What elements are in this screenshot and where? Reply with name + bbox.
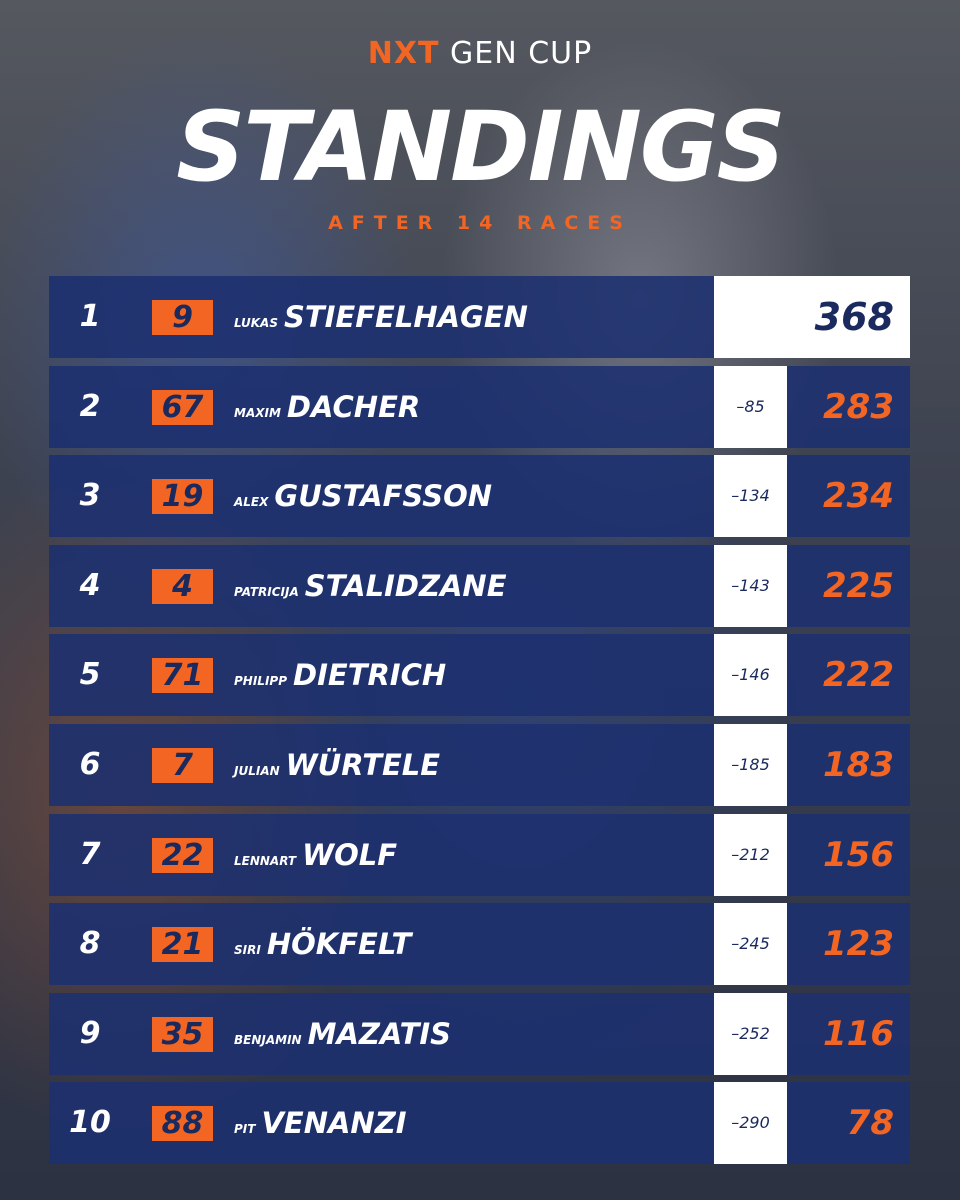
points: 116 xyxy=(823,1013,894,1054)
car-number: 22 xyxy=(152,837,213,873)
position: 8 xyxy=(79,926,101,962)
standing-row: 1 9 LUKAS STIEFELHAGEN 368 xyxy=(49,276,910,358)
points: 123 xyxy=(823,924,894,965)
position: 2 xyxy=(79,388,101,424)
standing-row: 9 35 BENJAMIN MAZATIS –252 116 xyxy=(49,992,910,1075)
driver-name: BENJAMIN MAZATIS xyxy=(234,993,451,1081)
first-name: ALEX xyxy=(234,495,269,510)
standing-row: 6 7 JULIAN WÜRTELE –185 183 xyxy=(49,724,910,806)
last-name: WOLF xyxy=(302,837,398,872)
car-number: 7 xyxy=(152,748,213,783)
logo-text: GEN CUP xyxy=(450,36,593,71)
position: 4 xyxy=(79,567,101,603)
first-name: BENJAMIN xyxy=(234,1032,302,1047)
car-number: 19 xyxy=(152,479,213,515)
gap: –146 xyxy=(714,634,787,717)
last-name: MAZATIS xyxy=(307,1016,452,1051)
first-name: SIRI xyxy=(234,943,261,958)
position: 3 xyxy=(79,478,101,514)
gap: –143 xyxy=(714,544,787,627)
driver-name: ALEX GUSTAFSSON xyxy=(234,455,492,543)
position: 9 xyxy=(79,1015,101,1051)
driver-name: LUKAS STIEFELHAGEN xyxy=(234,276,528,364)
car-number: 4 xyxy=(152,568,213,604)
car-number: 35 xyxy=(152,1016,213,1052)
driver-name: JULIAN WÜRTELE xyxy=(234,724,440,812)
gap: –185 xyxy=(714,724,787,806)
first-name: MAXIM xyxy=(234,405,281,420)
last-name: STALIDZANE xyxy=(304,568,507,603)
gap: –212 xyxy=(714,813,787,896)
driver-name: MAXIM DACHER xyxy=(234,366,420,454)
last-name: STIEFELHAGEN xyxy=(283,300,528,334)
points: 156 xyxy=(823,834,894,875)
standing-row: 2 67 MAXIM DACHER –85 283 xyxy=(49,365,910,448)
gap: –134 xyxy=(714,455,787,538)
position: 10 xyxy=(69,1105,111,1141)
car-number: 21 xyxy=(152,927,213,963)
standing-row: 5 71 PHILIPP DIETRICH –146 222 xyxy=(49,634,910,717)
standing-row: 10 88 PIT VENANZI –290 78 xyxy=(49,1082,910,1165)
standing-row: 3 19 ALEX GUSTAFSSON –134 234 xyxy=(49,455,910,538)
last-name: HÖKFELT xyxy=(266,927,412,962)
standing-row: 7 22 LENNART WOLF –212 156 xyxy=(49,813,910,896)
last-name: GUSTAFSSON xyxy=(274,479,493,514)
points: 222 xyxy=(823,655,894,696)
standing-row: 4 4 PATRICIJA STALIDZANE –143 225 xyxy=(49,544,910,627)
title: STANDINGS xyxy=(176,91,786,203)
position: 5 xyxy=(79,657,101,693)
points: 78 xyxy=(846,1103,894,1144)
position: 7 xyxy=(79,836,101,872)
points: 183 xyxy=(823,745,894,785)
driver-name: PIT VENANZI xyxy=(234,1082,407,1170)
driver-name: PHILIPP DIETRICH xyxy=(234,634,446,722)
points: 234 xyxy=(823,476,894,517)
driver-name: PATRICIJA STALIDZANE xyxy=(234,545,507,633)
points: 283 xyxy=(823,386,894,427)
last-name: VENANZI xyxy=(261,1106,407,1141)
points: 368 xyxy=(814,295,894,339)
last-name: DACHER xyxy=(286,389,421,424)
gap: –245 xyxy=(714,903,787,986)
car-number: 71 xyxy=(152,658,213,694)
points: 225 xyxy=(823,565,894,606)
first-name: PHILIPP xyxy=(234,674,288,689)
first-name: LENNART xyxy=(234,853,297,868)
first-name: LUKAS xyxy=(234,316,278,330)
logo: NXT GEN CUP xyxy=(0,36,960,71)
position: 1 xyxy=(79,299,101,334)
gap: –290 xyxy=(714,1082,787,1165)
gap: –252 xyxy=(714,992,787,1075)
logo-mark: NXT xyxy=(367,36,440,71)
last-name: DIETRICH xyxy=(293,658,447,693)
first-name: PIT xyxy=(234,1122,256,1137)
driver-name: LENNART WOLF xyxy=(234,814,397,902)
driver-name: SIRI HÖKFELT xyxy=(234,903,411,991)
car-number: 67 xyxy=(152,389,213,425)
standing-row: 8 21 SIRI HÖKFELT –245 123 xyxy=(49,903,910,986)
car-number: 88 xyxy=(152,1106,213,1142)
first-name: JULIAN xyxy=(234,764,280,778)
gap xyxy=(714,276,910,358)
gap: –85 xyxy=(714,365,787,448)
last-name: WÜRTELE xyxy=(285,748,441,782)
subtitle: AFTER 14 RACES xyxy=(328,212,632,234)
first-name: PATRICIJA xyxy=(234,584,299,599)
car-number: 9 xyxy=(152,300,213,335)
position: 6 xyxy=(79,747,101,782)
